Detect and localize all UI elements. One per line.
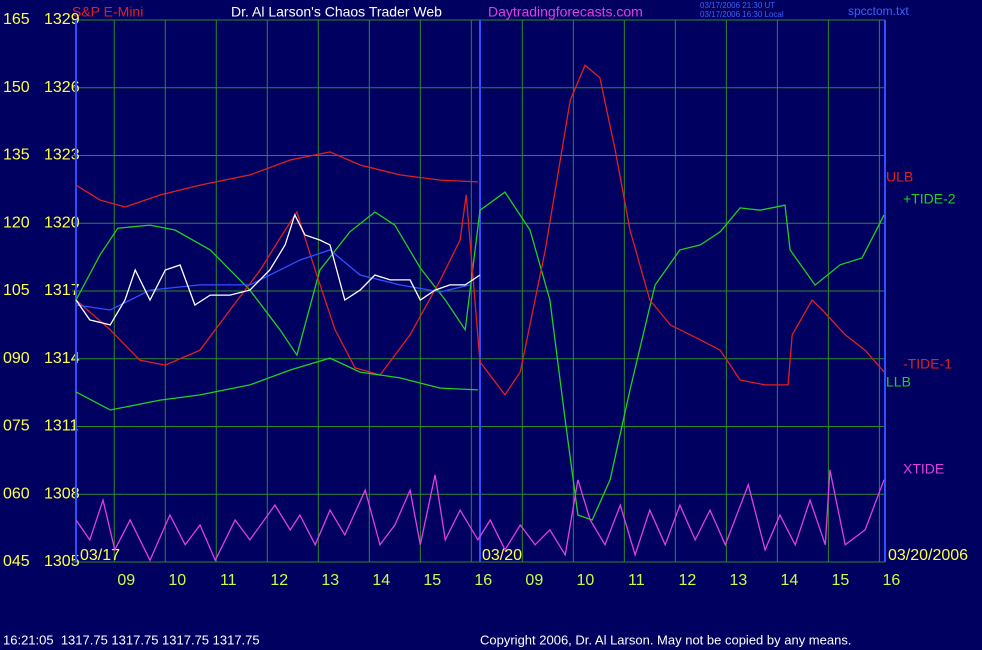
x-tick-label: 15 xyxy=(423,572,441,589)
timestamp-local: 03/17/2006 16:30 Local xyxy=(700,10,784,19)
y2-tick-label: 1314 xyxy=(44,350,80,367)
series-label: ULB xyxy=(886,169,913,185)
x-tick-label: 16 xyxy=(474,572,492,589)
y2-tick-label: 1308 xyxy=(44,485,80,502)
y-tick-label: 090 xyxy=(3,350,30,367)
date-label: 03/20 xyxy=(482,547,522,564)
chart-title: Dr. Al Larson's Chaos Trader Web xyxy=(231,4,442,20)
series-label: +TIDE-2 xyxy=(903,191,956,207)
series-label: -TIDE-1 xyxy=(903,356,952,372)
x-tick-label: 14 xyxy=(780,572,798,589)
date-label: 03/20/2006 xyxy=(888,547,968,564)
x-tick-label: 09 xyxy=(525,572,543,589)
y2-tick-label: 1329 xyxy=(44,11,80,28)
y2-tick-label: 1320 xyxy=(44,214,80,231)
date-label: 03/17 xyxy=(80,547,120,564)
symbol: S&P E-Mini xyxy=(72,4,143,20)
y2-tick-label: 1326 xyxy=(44,79,80,96)
x-tick-label: 11 xyxy=(628,572,645,589)
x-tick-label: 12 xyxy=(270,572,288,589)
series-line xyxy=(75,469,885,562)
y2-tick-label: 1305 xyxy=(44,553,80,570)
x-tick-label: 16 xyxy=(882,572,900,589)
x-tick-label: 12 xyxy=(678,572,696,589)
y-tick-label: 120 xyxy=(3,214,30,231)
file-name: spcctom.txt xyxy=(848,4,909,18)
x-tick-label: 15 xyxy=(831,572,849,589)
x-tick-label: 14 xyxy=(372,572,390,589)
series-label: XTIDE xyxy=(903,461,944,477)
y-tick-label: 060 xyxy=(3,485,30,502)
site: Daytradingforecasts.com xyxy=(488,4,643,20)
quote: 16:21:05 1317.75 1317.75 1317.75 1317.75 xyxy=(3,632,260,647)
x-tick-label: 13 xyxy=(321,572,339,589)
series-line xyxy=(75,64,885,397)
x-tick-label: 10 xyxy=(576,572,594,589)
x-tick-label: 11 xyxy=(220,572,237,589)
y2-tick-label: 1311 xyxy=(44,418,79,435)
timestamp-ut: 03/17/2006 21:30 UT xyxy=(700,1,775,10)
series-label: LLB xyxy=(886,374,911,390)
series-line xyxy=(75,357,478,411)
x-tick-label: 09 xyxy=(117,572,135,589)
y-tick-label: 150 xyxy=(3,79,30,96)
series-line xyxy=(75,213,481,326)
copyright: Copyright 2006, Dr. Al Larson. May not b… xyxy=(480,632,851,647)
y-tick-label: 165 xyxy=(3,11,30,28)
y-tick-label: 045 xyxy=(3,553,30,570)
y2-tick-label: 1323 xyxy=(44,147,80,164)
y-tick-label: 075 xyxy=(3,418,30,435)
y-tick-label: 135 xyxy=(3,147,30,164)
x-tick-label: 10 xyxy=(168,572,186,589)
series-line xyxy=(75,151,478,208)
x-tick-label: 13 xyxy=(729,572,747,589)
y-tick-label: 105 xyxy=(3,282,30,299)
y2-tick-label: 1317 xyxy=(44,282,80,299)
